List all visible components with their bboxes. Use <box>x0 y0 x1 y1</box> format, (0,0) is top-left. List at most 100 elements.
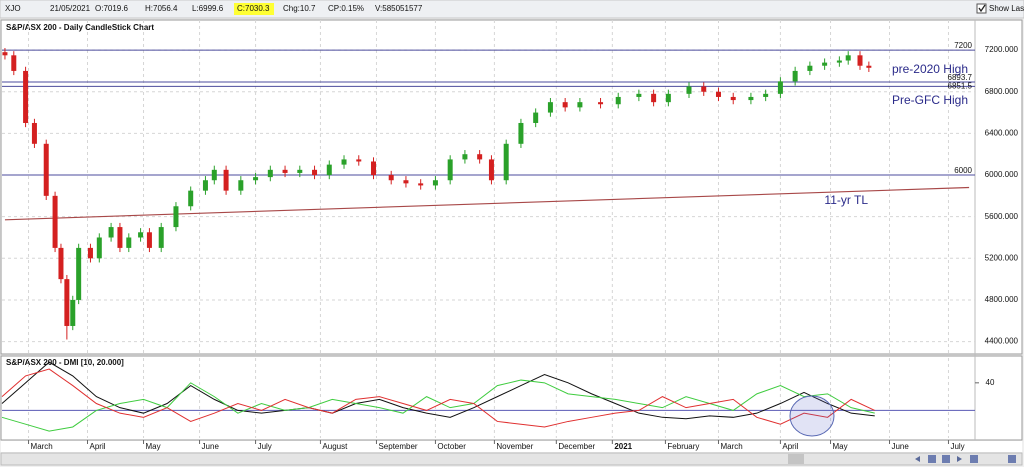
candle-body <box>52 195 58 248</box>
x-tick-label: April <box>90 442 106 451</box>
y-tick-label: 6800.000 <box>985 87 1019 96</box>
volume: V:585051577 <box>375 4 423 13</box>
highlight-circle <box>789 395 835 437</box>
y-tick-label: 6400.000 <box>985 128 1019 137</box>
candle-body <box>562 102 568 108</box>
candle-body <box>96 237 102 259</box>
x-tick-label: April <box>782 442 798 451</box>
open: O:7019.6 <box>95 4 128 13</box>
candle-body <box>866 65 872 68</box>
candle-body <box>70 299 76 326</box>
candle-body <box>533 112 539 123</box>
candle-body <box>547 102 553 113</box>
candle-body <box>730 96 736 101</box>
candle-body <box>356 159 362 162</box>
tool-button[interactable] <box>1008 455 1016 463</box>
x-axis-strip <box>1 441 1022 452</box>
symbol: XJO <box>5 4 21 13</box>
candle-body <box>23 70 29 123</box>
candle-body <box>253 177 259 181</box>
candle-body <box>488 159 494 181</box>
candle-body <box>636 93 642 97</box>
y-tick-label: 4800.000 <box>985 295 1019 304</box>
y-tick-label: 6000.000 <box>985 170 1019 179</box>
x-tick-label: March <box>31 442 53 451</box>
candle-body <box>836 60 842 63</box>
candle-body <box>777 81 783 94</box>
candle-body <box>173 206 179 228</box>
zoom-button[interactable] <box>942 455 950 463</box>
zoom-button[interactable] <box>928 455 936 463</box>
high: H:7056.4 <box>145 4 178 13</box>
x-tick-label: July <box>258 442 272 451</box>
annotation: Pre-GFC High <box>892 93 968 107</box>
candle-body <box>686 86 692 94</box>
x-tick-label: December <box>558 442 595 451</box>
indicator-line <box>1 379 875 432</box>
candle-body <box>158 227 164 248</box>
candle-body <box>447 159 453 181</box>
candle-body <box>267 169 273 178</box>
candle-body <box>822 62 828 66</box>
indicator-title: S&P/ASX 200 - DMI [10, 20.000] <box>6 358 124 367</box>
y-tick-label: 4400.000 <box>985 337 1019 346</box>
x-tick-label: August <box>322 442 348 451</box>
candle-body <box>64 279 70 326</box>
x-tick-label: July <box>950 442 964 451</box>
candle-body <box>11 55 17 71</box>
candle-body <box>615 96 621 105</box>
indicator-line <box>1 368 875 428</box>
scroll-arrows[interactable] <box>915 456 962 462</box>
scrollbar[interactable] <box>0 452 1023 466</box>
y-tick-label: 7200.000 <box>985 45 1019 54</box>
candle-body <box>238 180 244 191</box>
x-tick-label: March <box>720 442 742 451</box>
candle-body <box>371 161 377 176</box>
x-tick-label: February <box>667 442 699 451</box>
candle-body <box>477 154 483 160</box>
candle-body <box>651 93 657 103</box>
candle-body <box>43 143 49 196</box>
candle-body <box>31 122 37 144</box>
scroll-thumb[interactable] <box>788 454 804 464</box>
candle-body <box>282 169 288 173</box>
candle-body <box>312 169 318 176</box>
level-label: 7200 <box>954 41 972 50</box>
indicator-line <box>1 361 875 420</box>
dmi-panel <box>0 355 1023 441</box>
show-last-checkbox[interactable] <box>976 3 987 14</box>
candle-body <box>665 93 671 103</box>
change-pct: CP:0.15% <box>328 4 364 13</box>
tool-button[interactable] <box>970 455 978 463</box>
candle-body <box>58 247 64 280</box>
y-tick-label: 40 <box>986 378 995 387</box>
annotation: pre-2020 High <box>892 62 968 76</box>
candle-body <box>211 169 217 181</box>
candle-body <box>117 227 123 248</box>
chart-title: S&P/ASX 200 - Daily CandleStick Chart <box>6 23 154 32</box>
date: 21/05/2021 <box>50 4 91 13</box>
trend-line <box>4 186 970 221</box>
candle-body <box>138 232 144 238</box>
x-tick-label: May <box>833 442 848 451</box>
candle-body <box>748 96 754 101</box>
change: Chg:10.7 <box>283 4 316 13</box>
candle-body <box>598 102 604 105</box>
candle-body <box>403 180 409 184</box>
candle-body <box>462 154 468 160</box>
x-tick-label: October <box>437 442 466 451</box>
candle-body <box>76 247 82 300</box>
y-tick-label: 5200.000 <box>985 253 1019 262</box>
candle-body <box>297 169 303 173</box>
candle-body <box>326 164 332 176</box>
candle-body <box>87 247 93 259</box>
candle-body <box>126 237 132 248</box>
price-panel <box>0 19 1023 355</box>
x-tick-label: June <box>891 442 909 451</box>
annotation: 11-yr TL <box>824 193 868 207</box>
show-last-label[interactable]: Show Last <box>989 4 1024 13</box>
candle-body <box>2 52 8 56</box>
candle-body <box>503 143 509 181</box>
candle-body <box>518 122 524 144</box>
